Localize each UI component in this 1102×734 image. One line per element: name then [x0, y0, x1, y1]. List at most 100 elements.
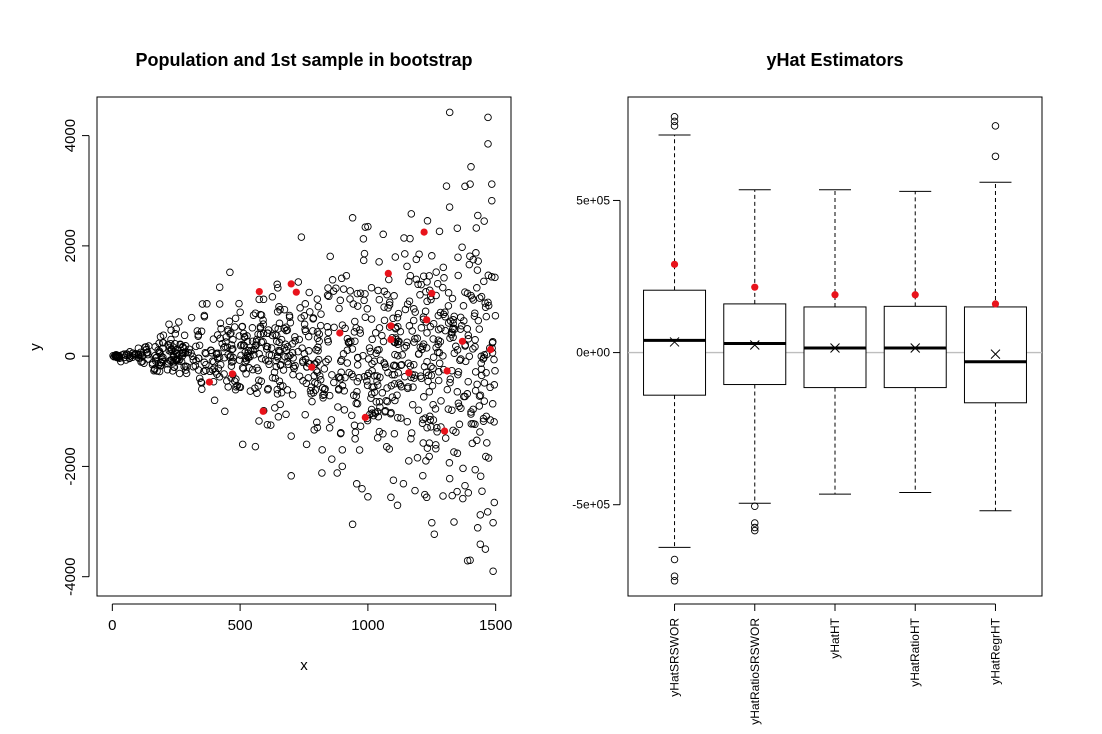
- population-point: [389, 361, 398, 370]
- population-point: [305, 347, 313, 355]
- population-point: [368, 335, 376, 344]
- population-point: [295, 335, 304, 344]
- sample-point: [487, 345, 495, 354]
- population-point: [352, 480, 361, 488]
- box-yHatRatioSRSWOR: [723, 189, 787, 535]
- population-point: [399, 479, 408, 488]
- population-point: [411, 486, 419, 495]
- population-point: [426, 412, 434, 421]
- population-point: [224, 327, 232, 335]
- population-point: [246, 387, 255, 395]
- population-point: [410, 374, 418, 382]
- population-point: [422, 344, 431, 352]
- population-point: [280, 324, 288, 333]
- population-point: [282, 326, 290, 335]
- population-point: [188, 352, 197, 361]
- population-point: [414, 280, 422, 289]
- population-point: [476, 511, 485, 519]
- outlier-point: [670, 122, 679, 130]
- population-point: [276, 400, 284, 409]
- population-point: [202, 366, 210, 374]
- x-tick-label: yHatHT: [828, 617, 842, 658]
- population-point: [224, 383, 232, 391]
- population-point: [272, 362, 281, 371]
- x-tick-label: 1500: [479, 617, 512, 634]
- population-point: [461, 392, 469, 401]
- population-point: [235, 299, 243, 308]
- population-point: [456, 313, 465, 322]
- population-point: [469, 419, 477, 428]
- population-point: [371, 409, 379, 417]
- population-point: [236, 341, 245, 350]
- population-point: [368, 409, 376, 417]
- population-point: [472, 224, 481, 232]
- population-point: [484, 113, 492, 122]
- population-point: [313, 328, 322, 336]
- population-point: [367, 390, 376, 398]
- population-point: [226, 268, 234, 277]
- population-point: [449, 319, 457, 328]
- population-point: [110, 352, 118, 361]
- population-point: [273, 308, 282, 316]
- population-point: [181, 362, 190, 370]
- population-point: [491, 273, 499, 282]
- population-point: [297, 314, 305, 322]
- population-point: [342, 271, 351, 280]
- population-point: [336, 296, 345, 305]
- population-point: [212, 350, 221, 359]
- sample-estimate-point: [911, 291, 919, 299]
- iqr-box: [643, 289, 707, 396]
- population-point: [390, 292, 398, 300]
- population-point: [484, 454, 493, 462]
- population-point: [317, 310, 325, 318]
- population-point: [288, 349, 297, 357]
- population-point: [279, 382, 287, 390]
- population-point: [467, 163, 475, 171]
- population-point: [439, 492, 447, 500]
- population-point: [458, 243, 466, 251]
- sample-point: [423, 316, 431, 324]
- population-point: [356, 326, 364, 334]
- population-point: [428, 518, 436, 527]
- population-point: [487, 273, 496, 281]
- population-point: [276, 306, 284, 314]
- population-point: [467, 408, 475, 416]
- population-point: [279, 366, 288, 374]
- population-point: [300, 320, 309, 329]
- mean-marker: [749, 340, 760, 350]
- population-point: [396, 327, 405, 336]
- population-point: [276, 361, 285, 370]
- sample-point: [443, 367, 451, 375]
- y-tick-label: 0: [62, 352, 79, 360]
- population-point: [151, 343, 160, 351]
- population-point: [423, 278, 431, 286]
- population-point: [343, 359, 352, 367]
- population-point: [284, 353, 292, 361]
- population-point: [403, 300, 412, 308]
- population-point: [429, 319, 438, 328]
- y-tick-label: 0e+00: [576, 346, 610, 360]
- population-point: [473, 266, 482, 274]
- population-point: [406, 271, 415, 280]
- population-point: [444, 319, 453, 327]
- population-point: [440, 274, 448, 282]
- population-point: [446, 317, 455, 325]
- x-tick-label: 500: [228, 617, 253, 634]
- population-point: [488, 339, 497, 347]
- population-point: [255, 295, 263, 304]
- population-point: [475, 325, 484, 333]
- population-point: [175, 369, 184, 378]
- population-point: [209, 335, 218, 343]
- population-point: [346, 295, 354, 303]
- population-point: [393, 501, 402, 510]
- population-point: [319, 394, 327, 402]
- population-point: [354, 354, 362, 362]
- population-point: [340, 387, 348, 395]
- population-points: [109, 108, 500, 575]
- population-point: [373, 434, 382, 442]
- population-point: [454, 370, 462, 379]
- population-point: [434, 340, 442, 349]
- scatter-plot-frame: [96, 96, 512, 597]
- population-point: [215, 283, 224, 291]
- y-tick-label: -2000: [62, 447, 79, 485]
